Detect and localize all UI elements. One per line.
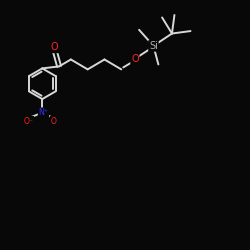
Text: N⁺: N⁺ (38, 108, 48, 117)
Text: O: O (51, 42, 58, 52)
Text: Si: Si (149, 41, 158, 51)
Text: O: O (50, 116, 56, 126)
Text: O: O (131, 54, 139, 64)
Text: O⁻: O⁻ (24, 116, 34, 126)
